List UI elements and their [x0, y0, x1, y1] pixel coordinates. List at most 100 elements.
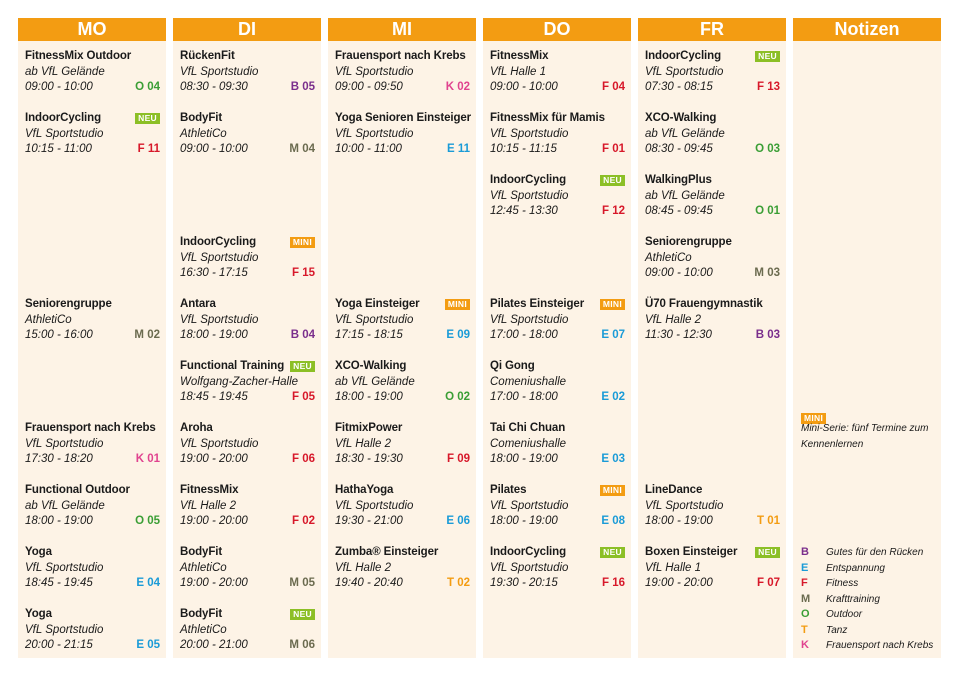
course-time-row: 16:30 - 17:15 F 15: [180, 266, 315, 282]
course-location: VfL Halle 2: [335, 561, 392, 574]
course-code: E 06: [446, 515, 470, 527]
course-location: ab VfL Gelände: [335, 375, 415, 388]
course-time-row: 09:00 - 09:50 K 02: [335, 80, 470, 96]
course-code: E 03: [601, 453, 625, 465]
course-entry: Qi Gong Comeniushalle 17:00 - 18:00 E 02: [490, 359, 625, 406]
course-title: Zumba® Einsteiger: [335, 546, 439, 558]
course-time: 10:15 - 11:00: [25, 143, 92, 155]
course-location: Wolfgang-Zacher-Halle: [180, 375, 299, 388]
course-time-row: 10:00 - 11:00 E 11: [335, 142, 470, 158]
course-title: Pilates MINI: [490, 483, 625, 499]
course-time: 15:00 - 16:00: [25, 329, 93, 341]
course-time: 18:45 - 19:45: [25, 577, 93, 589]
course-code: M 06: [289, 639, 315, 651]
course-time: 20:00 - 21:15: [25, 639, 93, 651]
course-time-row: 12:45 - 13:30 F 12: [490, 204, 625, 220]
course-time-row: 20:00 - 21:00 M 06: [180, 638, 315, 654]
course-time-row: 19:30 - 20:15 F 16: [490, 576, 625, 592]
course-location: VfL Sportstudio: [645, 65, 724, 78]
course-entry: XCO-Walking ab VfL Gelände 18:00 - 19:00 O …: [335, 359, 470, 406]
course-entry: IndoorCycling NEU VfL Sportstudio 19:30 - 2…: [490, 545, 625, 592]
course-time-row: 11:30 - 12:30 B 03: [645, 328, 780, 344]
course-title: XCO-Walking: [645, 112, 717, 124]
course-code: E 08: [601, 515, 625, 527]
course-entry: BodyFit AthletiCo 09:00 - 10:00 M 04: [180, 111, 315, 158]
mini-badge: MINI: [444, 299, 470, 310]
course-time-row: 17:00 - 18:00 E 02: [490, 390, 625, 406]
course-location: VfL Sportstudio: [490, 189, 569, 202]
course-location: VfL Sportstudio: [335, 313, 414, 326]
course-code: E 05: [136, 639, 160, 651]
legend-label: Frauensport nach Krebs: [826, 640, 934, 651]
course-time: 10:15 - 11:15: [490, 143, 557, 155]
course-entry: FitnessMix Outdoor ab VfL Gelände 09:00 - …: [25, 49, 160, 96]
course-location: AthletiCo: [25, 313, 72, 326]
course-entry: Yoga Senioren Einsteiger VfL Sportstudio 1…: [335, 111, 472, 158]
legend-item: O Outdoor: [801, 607, 941, 623]
course-time: 17:00 - 18:00: [490, 391, 558, 403]
course-time: 10:00 - 11:00: [335, 143, 402, 155]
course-location: AthletiCo: [180, 127, 227, 140]
course-entry: Pilates MINI VfL Sportstudio 18:00 - 19:00 E…: [490, 483, 625, 530]
course-title: RückenFit: [180, 50, 235, 62]
course-title: XCO-Walking: [335, 360, 407, 372]
notes-header: Notizen: [793, 18, 941, 41]
course-location: VfL Sportstudio: [25, 561, 104, 574]
course-title: FitnessMix: [490, 50, 549, 62]
legend-label: Krafttraining: [826, 593, 880, 605]
course-time-row: 19:00 - 20:00 F 02: [180, 514, 315, 530]
course-entry: WalkingPlus ab VfL Gelände 08:45 - 09:45 O …: [645, 173, 780, 220]
course-time: 09:00 - 09:50: [335, 81, 403, 93]
legend-letter: B: [801, 546, 809, 558]
course-location: VfL Halle 1: [645, 561, 702, 574]
course-location: Comeniushalle: [490, 375, 567, 388]
course-title: Frauensport nach Krebs: [25, 422, 156, 434]
course-time: 08:30 - 09:30: [180, 81, 248, 93]
course-code: E 07: [601, 329, 625, 341]
course-title: IndoorCycling MINI: [180, 235, 315, 251]
course-entry: Aroha VfL Sportstudio 19:00 - 20:00 F 06: [180, 421, 315, 468]
course-code: M 02: [134, 329, 160, 341]
course-time-row: 07:30 - 08:15 F 13: [645, 80, 780, 96]
course-time-row: 17:00 - 18:00 E 07: [490, 328, 625, 344]
course-time-row: 18:45 - 19:45 E 04: [25, 576, 160, 592]
legend-letter: E: [801, 561, 809, 574]
course-entry: BodyFit NEU AthletiCo 20:00 - 21:00 M 06: [180, 607, 315, 654]
day-header: DO: [483, 18, 631, 41]
course-location: ab VfL Gelände: [25, 65, 105, 78]
course-time: 19:00 - 20:00: [180, 515, 248, 527]
course-time-row: 19:00 - 20:00 F 06: [180, 452, 315, 468]
legend-item: B Gutes für den Rücken: [801, 545, 941, 561]
day-column-di: DI RückenFit VfL Sportstudio 08:30 - 09:30 B…: [173, 18, 321, 658]
course-code: E 02: [601, 391, 625, 403]
course-code: F 02: [291, 515, 315, 527]
course-time: 17:30 - 18:20: [25, 453, 93, 465]
course-title: Antara: [180, 298, 216, 310]
course-entry: Yoga VfL Sportstudio 18:45 - 19:45 E 04: [25, 545, 160, 592]
course-entry: Functional Training NEU Wolfgang-Zacher-Ha…: [180, 359, 315, 406]
course-entry: Zumba® Einsteiger VfL Halle 2 19:40 - 20:4…: [335, 545, 470, 592]
course-entry: FitnessMix VfL Halle 1 09:00 - 10:00 F 04: [490, 49, 625, 96]
course-code: F 12: [601, 205, 625, 217]
course-code: E 04: [136, 577, 160, 589]
course-title: Yoga Senioren Einsteiger: [335, 112, 472, 124]
course-code: T 01: [756, 515, 780, 527]
course-title: WalkingPlus: [645, 174, 712, 186]
course-time-row: 10:15 - 11:15 F 01: [490, 142, 625, 158]
course-entry: FitnessMix VfL Halle 2 19:00 - 20:00 F 02: [180, 483, 315, 530]
course-location: VfL Sportstudio: [490, 127, 569, 140]
course-entry: Pilates Einsteiger MINI VfL Sportstudio 17:…: [490, 297, 625, 344]
course-time: 19:40 - 20:40: [335, 577, 403, 589]
course-code: F 15: [291, 267, 315, 279]
course-time: 18:00 - 19:00: [490, 453, 558, 465]
course-code: F 05: [291, 391, 315, 403]
course-location: VfL Sportstudio: [180, 313, 259, 326]
course-location: ab VfL Gelände: [645, 189, 725, 202]
course-time-row: 18:00 - 19:00 O 05: [25, 514, 160, 530]
legend-item: F Fitness: [801, 576, 941, 592]
course-title: HathaYoga: [335, 484, 394, 496]
mini-explanation: Mini-Serie: fünf Termine zum Kennenlerne…: [801, 423, 929, 450]
course-time: 12:45 - 13:30: [490, 205, 558, 217]
course-title: FitnessMix Outdoor: [25, 50, 132, 62]
course-code: F 07: [756, 577, 780, 589]
